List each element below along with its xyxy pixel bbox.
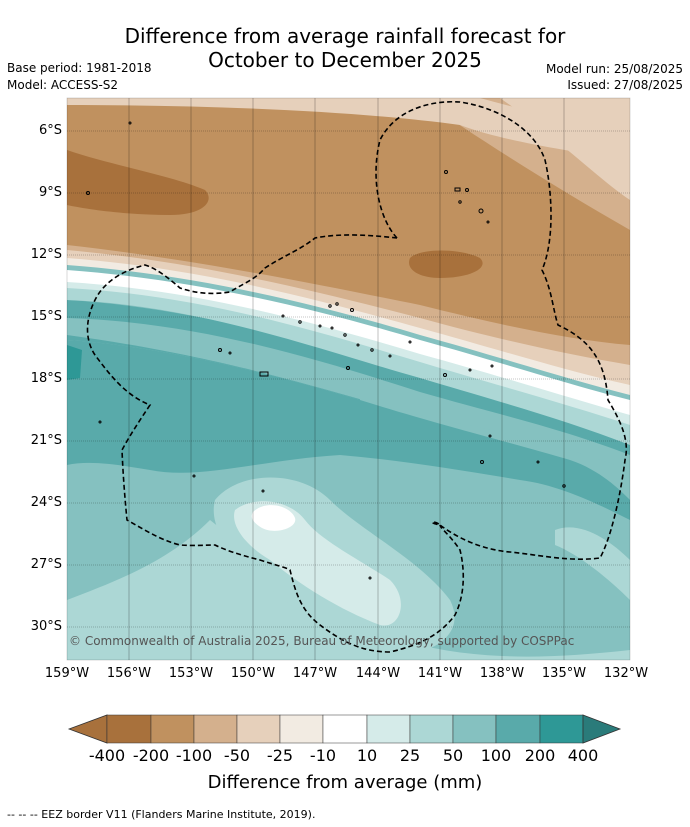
lon-label: 135°W [541,666,587,681]
map-title: Difference from average rainfall forecas… [0,24,690,72]
lon-label: 156°W [106,666,152,681]
colorbar-label: 10 [356,746,378,765]
colorbar-title: Difference from average (mm) [207,772,483,793]
colorbar-label: -50 [223,746,251,765]
colorbar-label: 400 [567,746,599,765]
model-run-text: Model run: 25/08/2025 [545,62,683,76]
colorbar-left-arrow [67,714,108,744]
colorbar-label: 25 [399,746,421,765]
lat-label: 30°S [30,619,62,634]
colorbar-label: -25 [266,746,294,765]
model-text: Model: ACCESS-S2 [7,78,119,92]
lon-label: 150°W [230,666,276,681]
lon-label: 153°W [168,666,214,681]
base-period-text: Base period: 1981-2018 [7,61,152,75]
lat-label: 18°S [30,371,62,386]
colorbar-label: -10 [309,746,337,765]
lon-label: 132°W [603,666,649,681]
lat-label: 12°S [30,247,62,262]
lon-label: 144°W [355,666,401,681]
eez-border-marquesas [375,100,628,560]
lat-label: 24°S [30,495,62,510]
lon-label: 147°W [292,666,338,681]
colorbar-right-arrow [582,714,622,744]
copyright-text: © Commonwealth of Australia 2025, Bureau… [69,634,575,648]
colorbar-label: 100 [480,746,512,765]
colorbar-label: 200 [524,746,556,765]
lat-label: 9°S [38,185,62,200]
eez-legend-note: -- -- -- EEZ border V11 (Flanders Marine… [7,808,316,821]
title-line-1: Difference from average rainfall forecas… [124,24,566,48]
colorbar-label: -200 [132,746,170,765]
lon-label: 159°W [44,666,90,681]
lat-label: 15°S [30,309,62,324]
lat-label: 27°S [30,557,62,572]
lon-grid [128,98,565,660]
colorbar-label: 50 [442,746,464,765]
issued-text: Issued: 27/08/2025 [567,78,683,92]
colorbar [67,714,622,744]
eez-border-french-polynesia [86,234,465,653]
title-line-2: October to December 2025 [208,48,482,72]
colorbar-label: -100 [175,746,213,765]
lat-label: 6°S [38,123,62,138]
island-outlines [86,121,566,580]
colorbar-label: -400 [88,746,126,765]
lat-label: 21°S [30,433,62,448]
lon-label: 141°W [417,666,463,681]
map-fill-layer [67,98,630,660]
lon-label: 138°W [479,666,525,681]
